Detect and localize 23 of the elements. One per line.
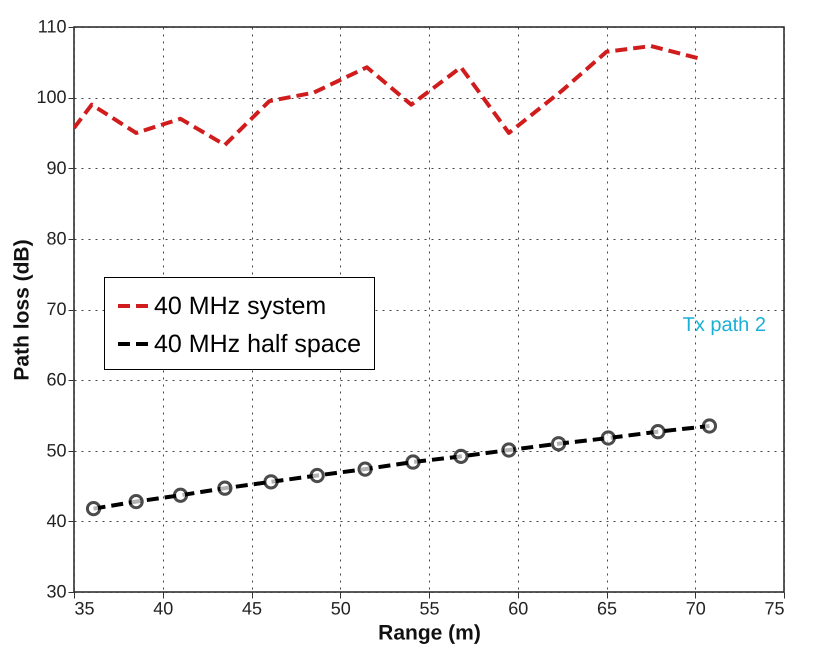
x-tick-label: 45	[242, 598, 262, 618]
x-tick-label: 55	[419, 598, 440, 618]
y-tick-label: 40	[46, 510, 66, 531]
y-tick-label: 30	[46, 582, 66, 602]
annotation: Tx path 2	[682, 314, 766, 336]
y-tick-label: 100	[36, 87, 66, 108]
x-tick-label: 65	[596, 598, 618, 618]
legend-label: 40 MHz half space	[154, 330, 362, 358]
x-axis-title: Range (m)	[378, 622, 481, 644]
x-tick-label: 60	[508, 598, 528, 618]
x-tick-label: 35	[74, 598, 95, 618]
x-tick-label: 50	[330, 598, 351, 618]
x-tick-label: 40	[153, 598, 174, 618]
y-tick-label: 70	[46, 299, 66, 319]
x-tick-label: 70	[686, 598, 706, 618]
y-tick-label: 80	[46, 228, 66, 248]
x-tick-label: 75	[764, 598, 784, 618]
y-axis-title: Path loss (dB)	[10, 239, 34, 381]
y-tick-label: 50	[46, 440, 66, 460]
y-tick-label: 110	[38, 16, 66, 36]
y-tick-label: 90	[46, 158, 66, 178]
y-tick-label: 60	[46, 370, 66, 390]
legend-label: 40 MHz system	[154, 292, 326, 320]
